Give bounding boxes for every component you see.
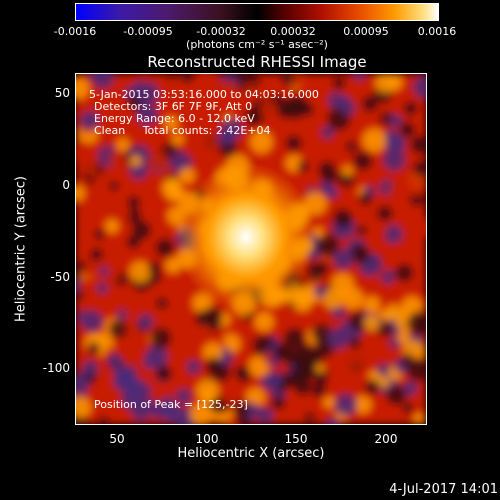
info-line-detectors: Detectors: 3F 6F 7F 9F, Att 0 bbox=[94, 100, 253, 113]
colorbar-tick: 0.00095 bbox=[343, 25, 389, 38]
info-line-counts: Clean Total counts: 2.42E+04 bbox=[94, 124, 271, 137]
peak-glow bbox=[176, 162, 316, 312]
x-tick: 150 bbox=[284, 432, 308, 446]
x-tick: 100 bbox=[195, 432, 219, 446]
x-tick: 200 bbox=[374, 432, 398, 446]
colorbar bbox=[75, 3, 439, 21]
colorbar-tick: -0.0016 bbox=[53, 25, 97, 38]
info-line-energy: Energy Range: 6.0 - 12.0 keV bbox=[94, 112, 255, 125]
timestamp: 4-Jul-2017 14:01 bbox=[389, 482, 498, 497]
colorbar-tick: -0.00095 bbox=[123, 25, 173, 38]
peak-position: Position of Peak = [125,-23] bbox=[94, 398, 248, 411]
colorbar-units: (photons cm⁻² s⁻¹ asec⁻²) bbox=[186, 38, 328, 51]
y-tick: -100 bbox=[42, 361, 70, 375]
x-tick: 50 bbox=[109, 432, 125, 446]
info-line-time: 5-Jan-2015 03:53:16.000 to 04:03:16.000 bbox=[89, 88, 319, 101]
image-plot: 5-Jan-2015 03:53:16.000 to 04:03:16.000 … bbox=[75, 73, 427, 425]
colorbar-tick: 0.00032 bbox=[270, 25, 316, 38]
rhessi-image bbox=[76, 74, 426, 424]
y-tick: 50 bbox=[54, 86, 70, 100]
colorbar-tick: -0.00032 bbox=[196, 25, 246, 38]
plot-title: Reconstructed RHESSI Image bbox=[147, 53, 367, 71]
x-axis-label: Heliocentric X (arcsec) bbox=[177, 446, 325, 461]
y-tick: -50 bbox=[50, 270, 70, 284]
y-axis-label: Heliocentric Y (arcsec) bbox=[13, 176, 29, 322]
colorbar-tick: 0.0016 bbox=[417, 25, 457, 38]
y-tick: 0 bbox=[62, 178, 70, 192]
